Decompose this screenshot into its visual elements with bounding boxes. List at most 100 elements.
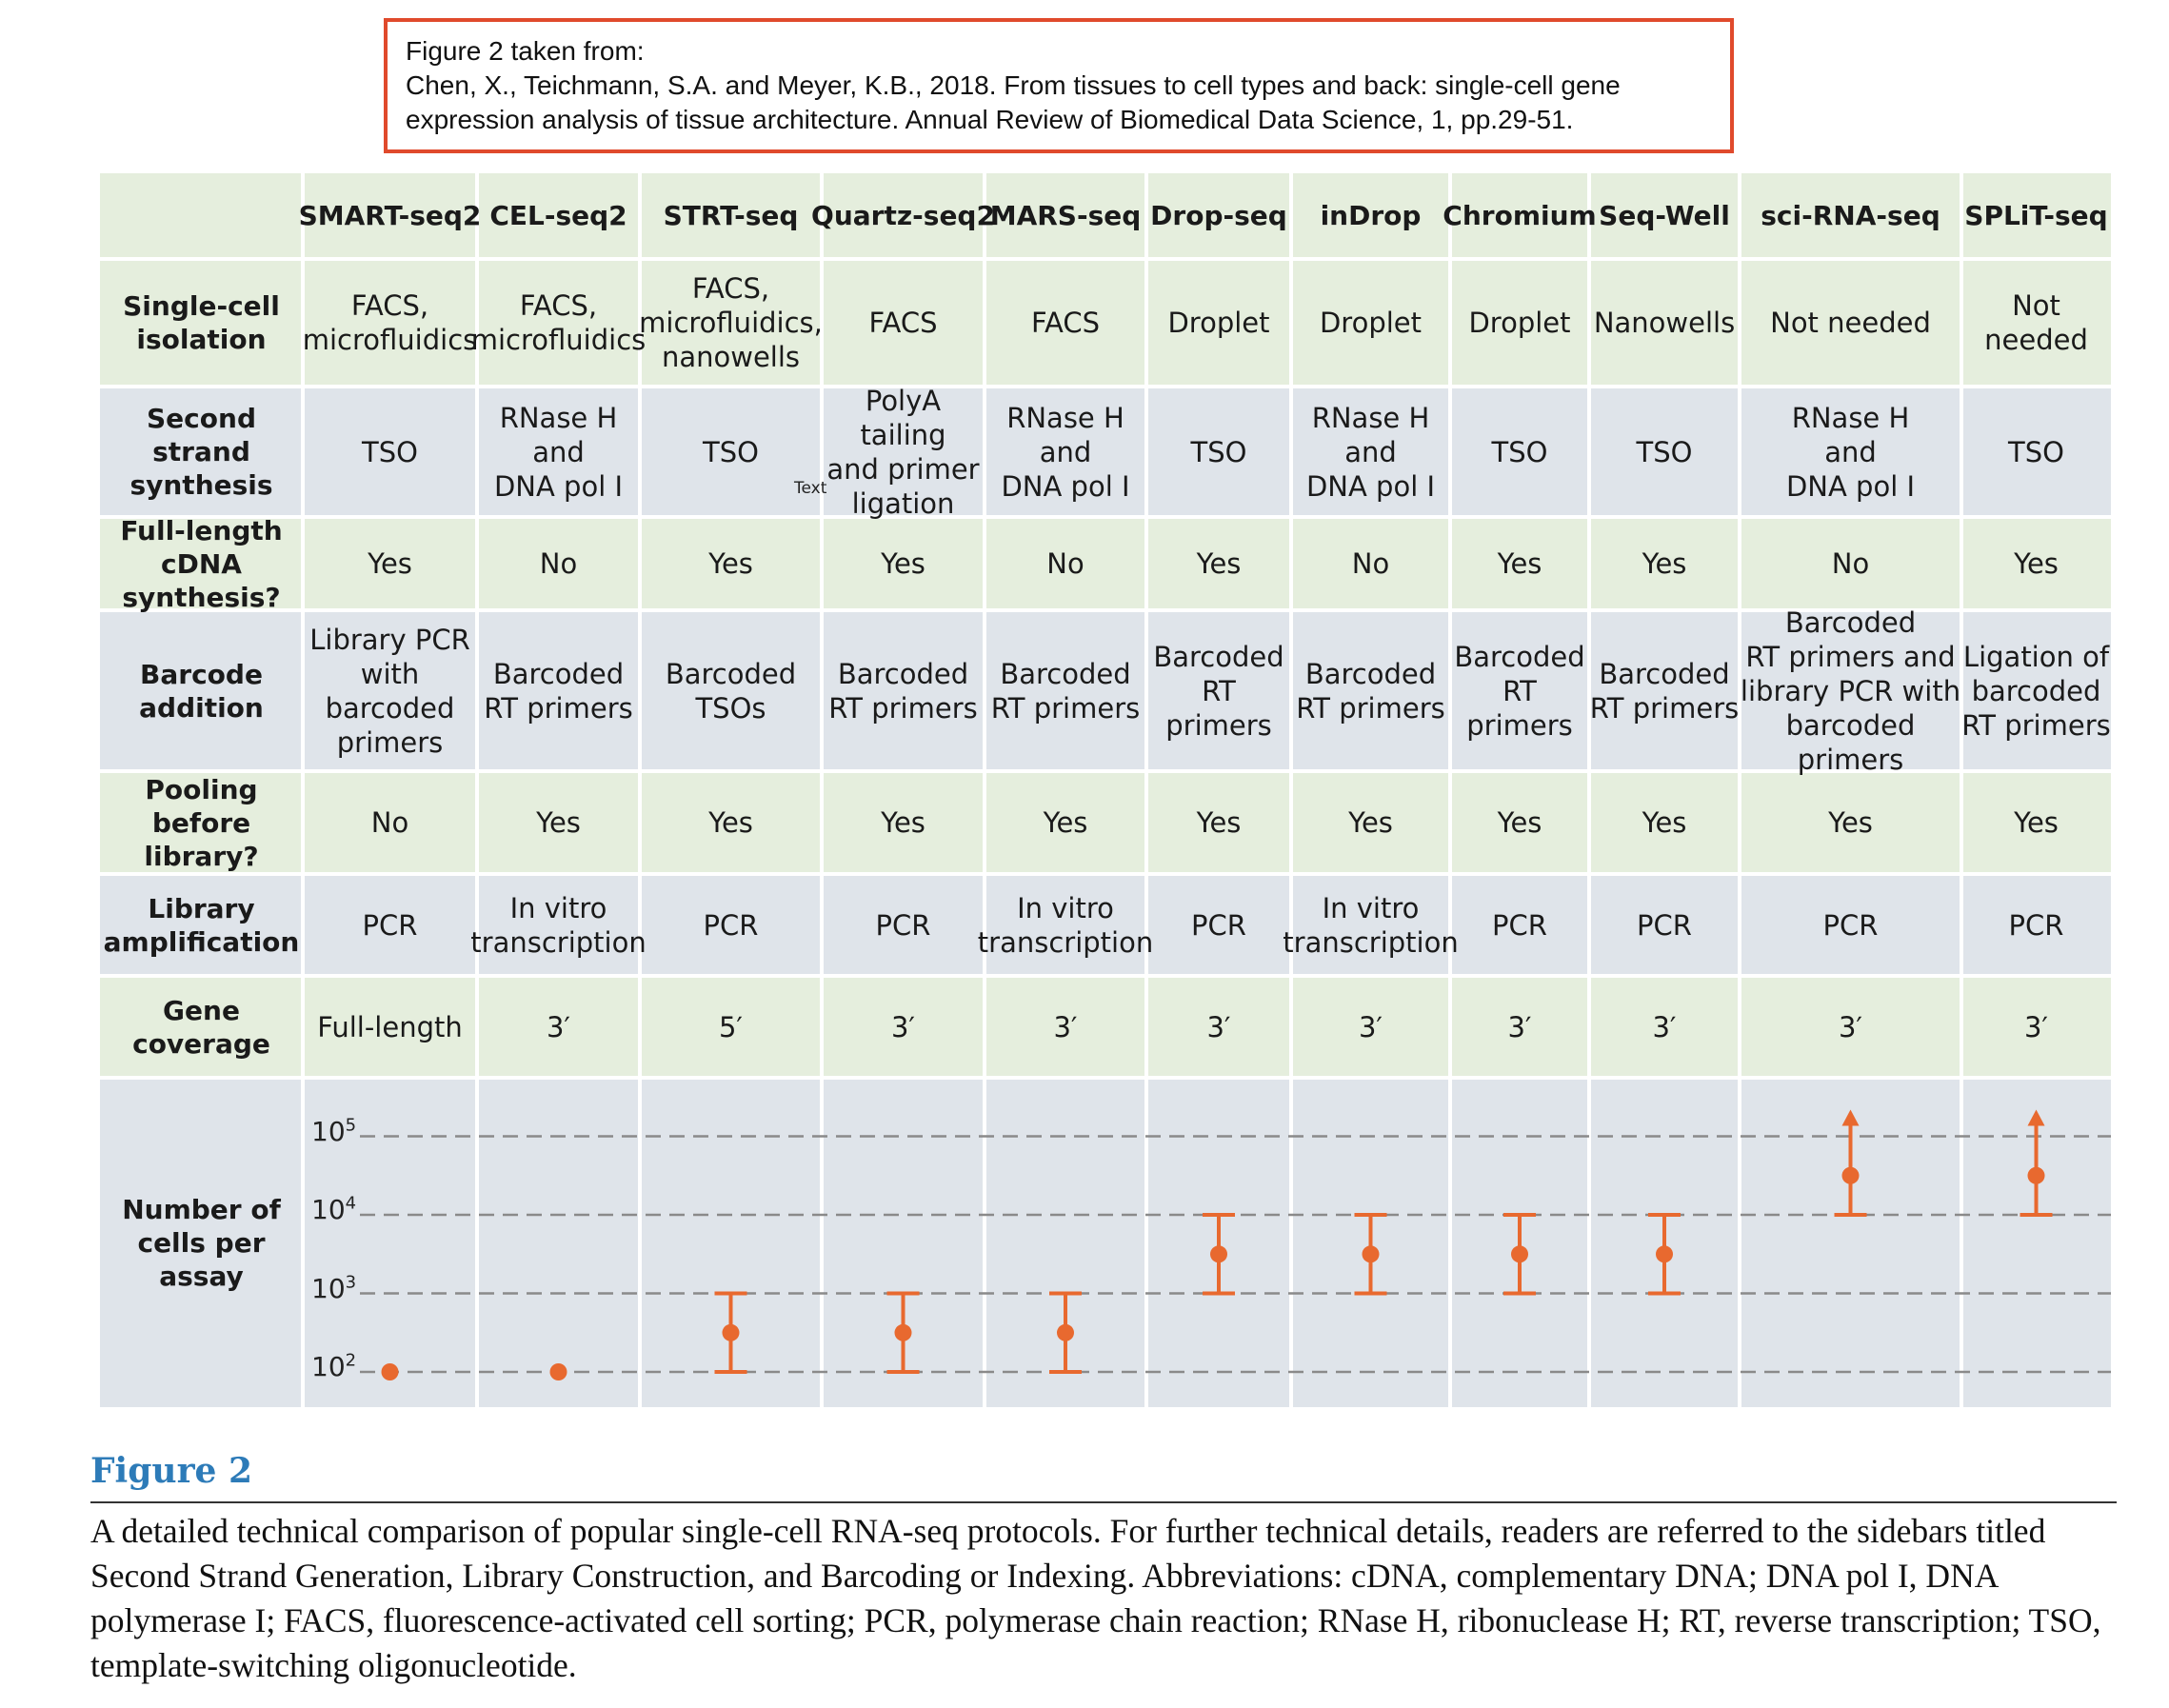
citation-line-2: Chen, X., Teichmann, S.A. and Meyer, K.B… xyxy=(406,70,1621,100)
table-cell: Yes xyxy=(2014,806,2059,839)
y-tick-label: 105 xyxy=(311,1116,356,1147)
data-point xyxy=(1841,1166,1860,1184)
table-cell: 3′ xyxy=(1358,1010,1383,1043)
table-cell: 5′ xyxy=(718,1010,744,1043)
table-cell: 3′ xyxy=(2023,1010,2049,1043)
table-cell: In vitro transcription xyxy=(1283,891,1459,959)
column-header: Drop-seq xyxy=(1150,200,1287,231)
y-tick-exponent: 2 xyxy=(345,1350,357,1371)
column-header: Chromium xyxy=(1443,200,1597,231)
column-header: CEL-seq2 xyxy=(489,200,627,231)
citation-line-1: Figure 2 taken from: xyxy=(406,36,645,66)
table-cell: 3′ xyxy=(1206,1010,1231,1043)
y-tick-base: 10 xyxy=(311,1351,346,1382)
row-band xyxy=(100,610,2111,771)
data-point xyxy=(1057,1323,1074,1341)
table-cell: PCR xyxy=(703,908,759,942)
table-cell: PCR xyxy=(2008,908,2064,942)
table-cell: 3′ xyxy=(546,1010,571,1043)
column-divider xyxy=(1448,173,1452,1407)
comparison-table: SMART-seq2 CEL-seq2 STRT-seq Quartz-seq2 MAR… xyxy=(100,173,2111,1407)
column-header: SMART-seq2 xyxy=(298,200,482,231)
table-cell: Droplet xyxy=(1319,307,1423,339)
table-cell: Yes xyxy=(1497,806,1542,839)
data-point xyxy=(1656,1245,1673,1263)
table-cell: No xyxy=(1831,547,1870,580)
table-cell: Yes xyxy=(1828,806,1873,839)
row-divider xyxy=(100,974,2111,978)
table-cell: TSO xyxy=(362,435,418,468)
table-cell: PCR xyxy=(1492,908,1547,942)
table-cell: Yes xyxy=(1348,806,1393,839)
table-cell: Ligation of barcoded RT primers xyxy=(1961,640,2111,742)
table-cell: Yes xyxy=(536,806,581,839)
table-cell: No xyxy=(1046,547,1084,580)
open-ended-arrow xyxy=(2027,1109,2045,1126)
y-tick-label: 104 xyxy=(311,1194,356,1225)
table-cell: Yes xyxy=(708,547,753,580)
y-tick-label: 102 xyxy=(311,1351,356,1382)
data-point xyxy=(381,1363,399,1380)
table-cell: Library PCR with barcoded primers xyxy=(309,623,470,759)
row-divider xyxy=(100,872,2111,876)
table-cell: Yes xyxy=(1642,547,1687,580)
table-cell: No xyxy=(539,547,578,580)
row-divider xyxy=(100,385,2111,388)
column-divider xyxy=(1960,173,1963,1407)
table-cell: Barcoded RT primers xyxy=(828,657,978,725)
column-divider xyxy=(1738,173,1741,1407)
column-divider xyxy=(638,173,642,1407)
row-header: Second strand synthesis xyxy=(129,403,273,501)
table-cell: Droplet xyxy=(1167,307,1270,339)
table-cell: 3′ xyxy=(1838,1010,1863,1043)
row-band xyxy=(100,387,2111,517)
table-cell: Yes xyxy=(1497,547,1542,580)
data-point xyxy=(1210,1245,1227,1263)
y-tick-exponent: 3 xyxy=(345,1272,357,1293)
table-cell: Barcoded RT primers xyxy=(990,657,1141,725)
table-cell: Yes xyxy=(1196,806,1242,839)
table-cell: RNase H and DNA pol I xyxy=(493,401,624,503)
table-cell: Yes xyxy=(708,806,753,839)
table-cell: TSO xyxy=(1491,435,1548,468)
table-cell: In vitro transcription xyxy=(977,891,1154,959)
table-cell: 3′ xyxy=(1053,1010,1078,1043)
column-divider xyxy=(1289,173,1293,1407)
table-cell: TSO xyxy=(1190,435,1247,468)
data-point xyxy=(549,1363,567,1380)
data-point xyxy=(722,1323,740,1341)
column-divider xyxy=(1144,173,1148,1407)
table-cell: Not needed xyxy=(1984,289,2088,356)
table-cell: PCR xyxy=(1191,908,1246,942)
row-divider xyxy=(100,515,2111,519)
column-divider xyxy=(820,173,824,1407)
row-divider xyxy=(100,608,2111,612)
y-tick-exponent: 5 xyxy=(345,1115,357,1136)
table-cell: Droplet xyxy=(1468,307,1571,339)
row-header: Barcode addition xyxy=(139,658,264,724)
column-header: Quartz-seq2 xyxy=(811,200,995,231)
column-header: sci-RNA-seq xyxy=(1761,200,1940,231)
row-divider xyxy=(100,769,2111,773)
data-point xyxy=(1362,1245,1380,1263)
table-cell: TSO xyxy=(2008,435,2064,468)
table-cell: PCR xyxy=(875,908,931,942)
row-band xyxy=(100,517,2111,610)
row-band xyxy=(100,259,2111,387)
row-header: Gene coverage xyxy=(132,994,270,1060)
table-cell: Yes xyxy=(881,806,925,839)
header-band xyxy=(100,173,2111,259)
row-band xyxy=(100,771,2111,874)
table-cell: TSO xyxy=(1636,435,1693,468)
column-divider xyxy=(983,173,986,1407)
row-divider xyxy=(100,257,2111,261)
table-cell: Yes xyxy=(2014,547,2059,580)
table-cell: TSO xyxy=(703,435,759,468)
table-cell: PCR xyxy=(362,908,418,942)
row-header: Full-length cDNA synthesis? xyxy=(120,514,283,613)
table-cell: Yes xyxy=(881,547,925,580)
chart-y-label: Number of cells per assay xyxy=(122,1193,281,1292)
table-cell: Yes xyxy=(1642,806,1687,839)
table-cell: Barcoded RT primers xyxy=(1589,657,1740,725)
table-cell: RNase H and DNA pol I xyxy=(1305,401,1436,503)
